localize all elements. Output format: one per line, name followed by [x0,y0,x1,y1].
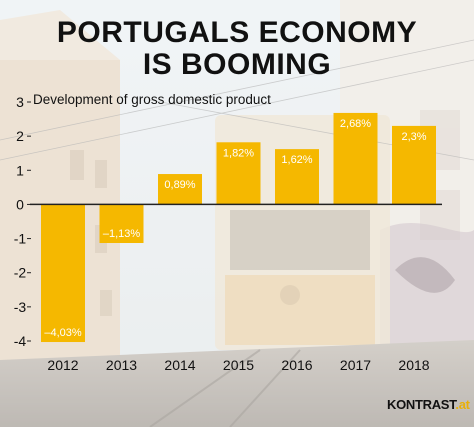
chart-title-line-2: IS BOOMING [142,48,332,81]
y-tick-label: -2 [14,265,27,281]
bar [41,204,85,343]
kontrast-logo: KONTRAST.at [387,397,470,412]
y-tick-label: 2 [16,128,24,144]
bar [275,149,319,205]
x-tick-label: 2014 [164,357,195,373]
x-tick-label: 2017 [340,357,371,373]
bar [99,204,144,244]
bar [158,174,202,205]
y-tick-label: -4 [14,333,27,349]
x-tick-label: 2012 [47,357,78,373]
data-label: 2,68% [340,118,371,130]
data-label: 2,3% [401,131,426,143]
logo-text: KONTRAST [387,397,456,412]
data-label: –1,13% [103,228,141,240]
x-tick-label: 2013 [106,357,137,373]
bar [333,112,378,205]
chart-subtitle: Development of gross domestic product [33,92,271,107]
y-tick-label: 0 [16,196,24,212]
x-tick-label: 2016 [281,357,312,373]
bar [216,142,261,205]
bar [392,125,436,205]
y-tick-label: 3 [16,94,24,110]
logo-suffix: .at [455,397,470,412]
y-tick-label: 1 [16,162,24,178]
x-tick-label: 2015 [223,357,254,373]
data-label: 1,62% [281,154,312,166]
y-tick-label: -3 [14,299,27,315]
x-tick-label: 2018 [398,357,429,373]
data-label: 1,82% [223,147,254,159]
y-tick-label: -1 [14,231,27,247]
data-label: 0,89% [164,179,195,191]
chart-title-line-1: PORTUGALS ECONOMY [56,16,418,49]
data-label: –4,03% [44,327,82,339]
